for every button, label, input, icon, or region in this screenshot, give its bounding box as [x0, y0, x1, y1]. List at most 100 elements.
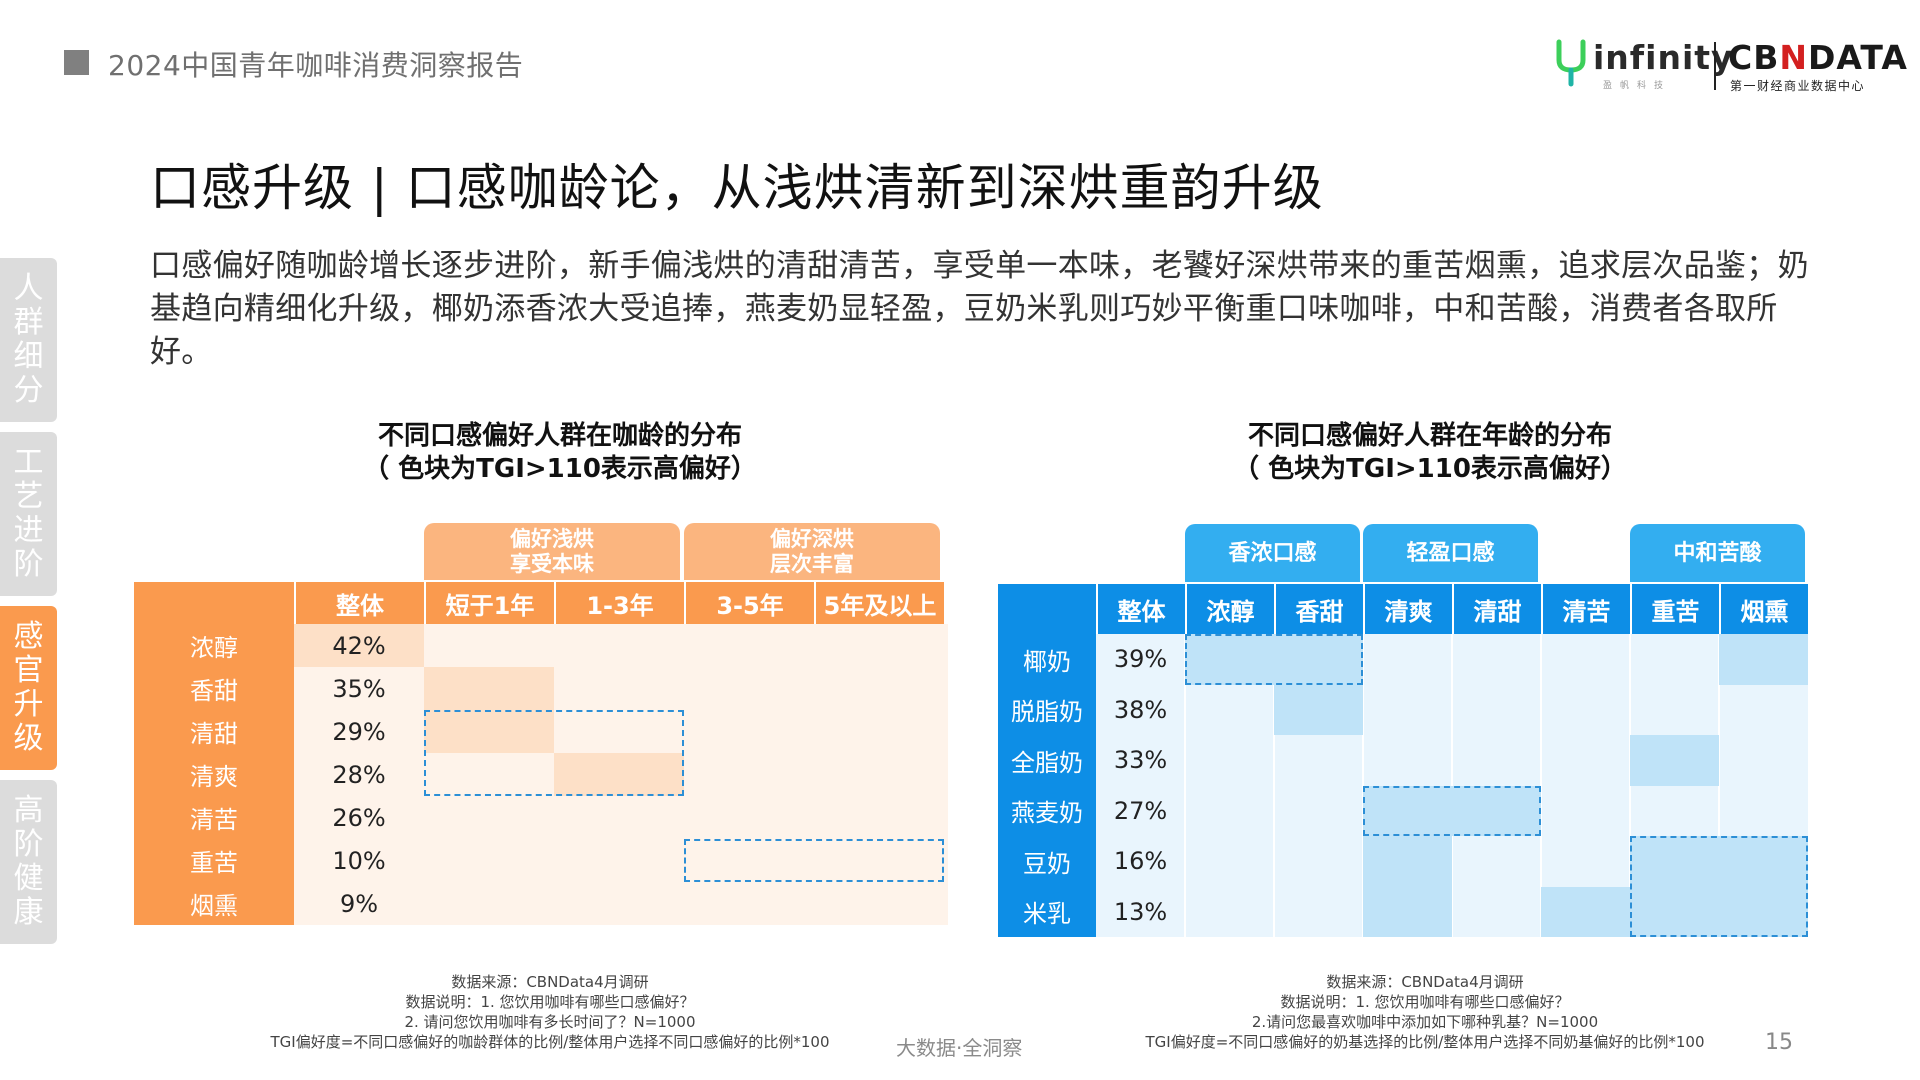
- right-row-label: 米乳: [1023, 900, 1071, 929]
- right-column-separator: [1718, 634, 1720, 937]
- infinity-logo: infinity 盈帆科技: [1555, 36, 1735, 92]
- side-tab-char: 细: [13, 339, 44, 374]
- right-table-title-line2: （ 色块为TGI>110表示高偏好）: [1233, 454, 1627, 484]
- left-group-header-line1: 偏好浅烘: [510, 526, 594, 551]
- footer-slogan: 大数据·全洞察: [896, 1036, 1023, 1060]
- right-highlight-cell: [1363, 886, 1452, 937]
- logo-divider: [1714, 42, 1716, 90]
- right-highlight-cell: [1719, 836, 1808, 887]
- right-group-header-2: 轻盈口感: [1363, 524, 1538, 582]
- cbndata-logo-mid: N: [1779, 38, 1808, 77]
- left-group-header-2: 偏好深烘 层次丰富: [684, 523, 940, 580]
- page-number: 15: [1765, 1030, 1793, 1055]
- left-footnote: 数据来源：CBNData4月调研 数据说明：1. 您饮用咖啡有哪些口感偏好？ 2…: [200, 972, 900, 1052]
- left-table-title-line2: （ 色块为TGI>110表示高偏好）: [363, 454, 757, 484]
- left-table-title-line1: 不同口感偏好人群在咖龄的分布: [377, 421, 742, 451]
- left-highlight-cell: [294, 624, 424, 667]
- right-col-header: 整体: [1096, 584, 1185, 634]
- right-row-label: 豆奶: [1023, 849, 1071, 878]
- right-row-value: 13%: [1113, 897, 1168, 926]
- right-row-label: 脱脂奶: [1011, 698, 1083, 727]
- cbndata-logo: CBNDATA: [1728, 38, 1908, 77]
- right-footnote: 数据来源：CBNData4月调研 数据说明：1. 您饮用咖啡有哪些口感偏好？ 2…: [1075, 972, 1775, 1052]
- right-footnote-line2: 数据说明：1. 您饮用咖啡有哪些口感偏好？: [1280, 993, 1570, 1011]
- left-table-title: 不同口感偏好人群在咖龄的分布 （ 色块为TGI>110表示高偏好）: [300, 420, 820, 486]
- side-tab-char: 感: [13, 619, 44, 654]
- right-dashed-highlight-box: [1363, 785, 1541, 836]
- side-tab-char: 群: [13, 305, 44, 340]
- left-row-label: 香甜: [190, 677, 238, 705]
- right-column-separator: [1629, 634, 1631, 937]
- right-highlight-cell: [1630, 886, 1719, 937]
- right-column-separator: [1273, 634, 1275, 937]
- left-dashed-highlight-box: [684, 839, 944, 882]
- left-row-value: 29%: [332, 717, 386, 746]
- side-tab-char: 阶: [13, 827, 44, 862]
- infinity-logo-icon: [1556, 39, 1586, 87]
- right-highlight-cell: [1719, 886, 1808, 937]
- right-col-header: 清苦: [1541, 584, 1630, 634]
- left-row-value: 9%: [339, 889, 379, 918]
- left-row-value: 28%: [332, 760, 386, 789]
- side-tab-4[interactable]: 高阶健康: [0, 780, 57, 944]
- left-group-header-line1: 偏好深烘: [770, 526, 854, 551]
- right-table-title-line1: 不同口感偏好人群在年龄的分布: [1247, 421, 1612, 451]
- left-dashed-highlight-box: [424, 710, 684, 796]
- side-tab-char: 级: [13, 721, 44, 756]
- infinity-logo-subtitle: 盈帆科技: [1603, 81, 1672, 91]
- left-col-header: 1-3年: [554, 582, 684, 624]
- right-highlight-cell: [1630, 735, 1719, 786]
- report-title: 2024中国青年咖啡消费洞察报告: [108, 49, 524, 82]
- side-tab-char: 健: [13, 861, 44, 896]
- side-tab-char: 工: [13, 445, 44, 480]
- left-row-value: 42%: [332, 631, 386, 660]
- right-header-row: [998, 584, 1808, 634]
- left-label-column: [134, 624, 294, 925]
- right-row-value: 39%: [1113, 645, 1168, 674]
- right-footnote-line1: 数据来源：CBNData4月调研: [1326, 973, 1524, 991]
- right-row-value: 38%: [1113, 695, 1168, 724]
- right-footnote-line3: 2.请问您最喜欢咖啡中添加如下哪种乳基？N=1000: [1251, 1013, 1599, 1031]
- right-col-header: 香甜: [1274, 584, 1363, 634]
- right-row-value: 27%: [1113, 796, 1168, 825]
- right-col-header: 浓醇: [1185, 584, 1274, 634]
- right-column-separator: [1540, 634, 1542, 937]
- left-row-label: 重苦: [190, 849, 238, 877]
- left-footnote-line3: 2. 请问您饮用咖啡有多长时间了？N=1000: [404, 1013, 696, 1031]
- cbndata-logo-pre: CB: [1728, 38, 1780, 77]
- right-highlight-cell: [1719, 634, 1808, 685]
- left-row-label: 浓醇: [190, 634, 238, 662]
- side-tab-2[interactable]: 工艺进阶: [0, 432, 57, 596]
- right-row-label: 燕麦奶: [1011, 799, 1083, 828]
- left-row-label: 清甜: [190, 720, 238, 748]
- left-col-header: 3-5年: [684, 582, 814, 624]
- left-col-header: 整体: [294, 582, 424, 624]
- right-col-header: 清爽: [1363, 584, 1452, 634]
- right-highlight-cell: [1630, 836, 1719, 887]
- left-highlight-cell: [424, 710, 554, 753]
- right-row-value: 16%: [1113, 847, 1168, 876]
- right-highlight-cell: [1452, 785, 1541, 836]
- side-tab-char: 升: [13, 687, 44, 722]
- left-highlight-cell: [554, 753, 684, 796]
- left-row-label: 清爽: [190, 763, 238, 791]
- left-row-value: 35%: [332, 674, 386, 703]
- right-footnote-line4: TGI偏好度=不同口感偏好的奶基选择的比例/整体用户选择不同奶基偏好的比例*10…: [1145, 1033, 1705, 1051]
- right-col-header: 清甜: [1452, 584, 1541, 634]
- side-tab-3[interactable]: 感官升级: [0, 606, 57, 770]
- side-tab-char: 人: [13, 271, 44, 306]
- left-col-header: 5年及以上: [814, 582, 944, 624]
- side-tab-char: 分: [13, 373, 44, 408]
- left-col-header: 短于1年: [424, 582, 554, 624]
- side-tab-char: 进: [13, 513, 44, 548]
- right-col-header: 烟熏: [1719, 584, 1808, 634]
- right-highlight-cell: [1541, 886, 1630, 937]
- left-row-label: 烟熏: [190, 892, 238, 920]
- left-group-header-line2: 层次丰富: [770, 551, 854, 576]
- right-col-header: 重苦: [1630, 584, 1719, 634]
- infinity-logo-text: infinity: [1593, 38, 1734, 77]
- right-column-separator: [1184, 634, 1186, 937]
- right-label-column: [998, 634, 1096, 937]
- left-row-value: 26%: [332, 803, 386, 832]
- side-tab-1[interactable]: 人群细分: [0, 258, 57, 422]
